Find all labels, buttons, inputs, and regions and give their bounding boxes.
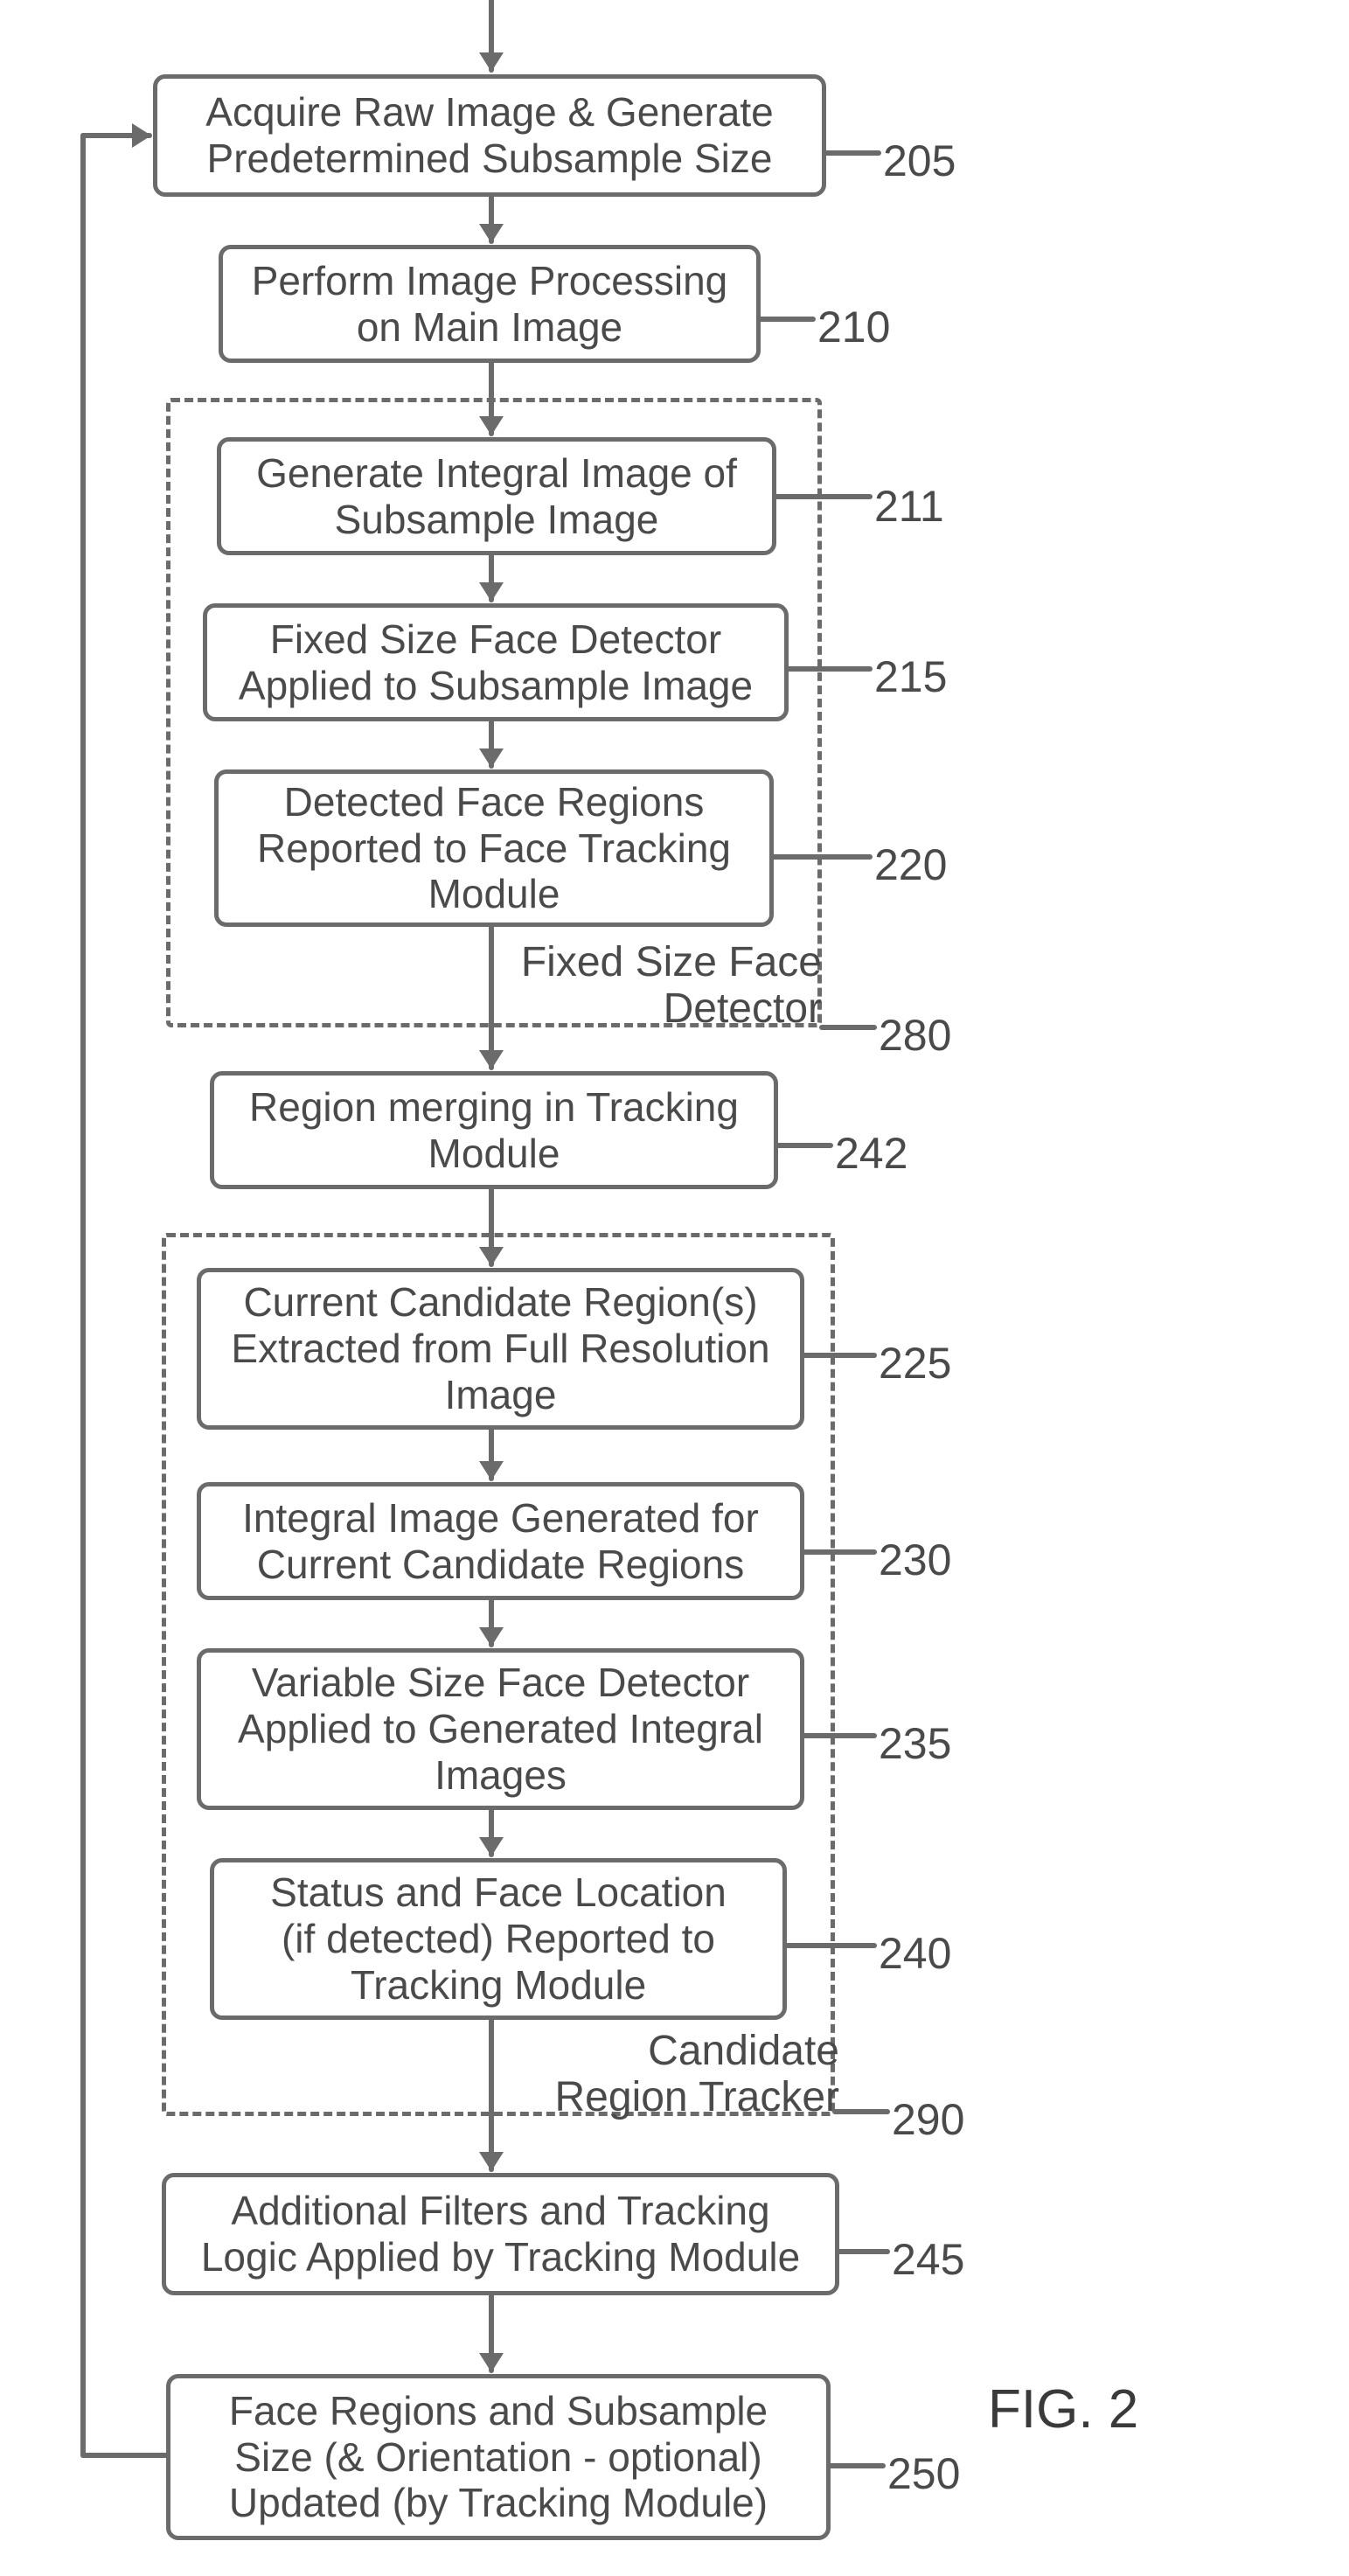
box-205-text: Acquire Raw Image & GeneratePredetermine… xyxy=(205,89,773,182)
ref-242: 242 xyxy=(835,1128,907,1179)
box-242-text: Region merging in TrackingModule xyxy=(249,1084,739,1177)
box-235: Variable Size Face DetectorApplied to Ge… xyxy=(197,1648,804,1810)
ref-290: 290 xyxy=(892,2094,964,2145)
ref-220: 220 xyxy=(874,839,947,890)
box-230: Integral Image Generated forCurrent Cand… xyxy=(197,1482,804,1600)
box-225-text: Current Candidate Region(s)Extracted fro… xyxy=(231,1279,769,1418)
ref-215: 215 xyxy=(874,651,947,702)
group-label-280: Fixed Size FaceDetector xyxy=(521,940,822,1033)
figure-label: FIG. 2 xyxy=(988,2378,1138,2440)
ref-210: 210 xyxy=(817,302,890,352)
box-211-text: Generate Integral Image ofSubsample Imag… xyxy=(256,450,737,543)
box-250: Face Regions and SubsampleSize (& Orient… xyxy=(166,2374,831,2540)
box-250-text: Face Regions and SubsampleSize (& Orient… xyxy=(229,2388,768,2527)
ref-235: 235 xyxy=(879,1718,951,1769)
ref-250: 250 xyxy=(887,2448,960,2499)
box-242: Region merging in TrackingModule xyxy=(210,1071,778,1189)
box-235-text: Variable Size Face DetectorApplied to Ge… xyxy=(238,1660,763,1799)
box-240: Status and Face Location(if detected) Re… xyxy=(210,1858,787,2020)
box-211: Generate Integral Image ofSubsample Imag… xyxy=(217,437,776,555)
box-210: Perform Image Processingon Main Image xyxy=(219,245,761,363)
ref-211: 211 xyxy=(874,481,944,532)
ref-280: 280 xyxy=(879,1010,951,1061)
box-215-text: Fixed Size Face DetectorApplied to Subsa… xyxy=(239,616,753,709)
box-225: Current Candidate Region(s)Extracted fro… xyxy=(197,1268,804,1430)
ref-230: 230 xyxy=(879,1535,951,1585)
box-205: Acquire Raw Image & GeneratePredetermine… xyxy=(153,74,826,197)
ref-245: 245 xyxy=(892,2234,964,2285)
box-230-text: Integral Image Generated forCurrent Cand… xyxy=(242,1495,759,1588)
box-240-text: Status and Face Location(if detected) Re… xyxy=(270,1869,727,2009)
box-210-text: Perform Image Processingon Main Image xyxy=(252,258,728,351)
ref-225: 225 xyxy=(879,1338,951,1389)
group-label-290: CandidateRegion Tracker xyxy=(555,2029,839,2121)
box-215: Fixed Size Face DetectorApplied to Subsa… xyxy=(203,603,789,721)
box-220-text: Detected Face RegionsReported to Face Tr… xyxy=(257,779,731,918)
ref-205: 205 xyxy=(883,136,956,186)
box-245: Additional Filters and TrackingLogic App… xyxy=(162,2173,839,2295)
box-245-text: Additional Filters and TrackingLogic App… xyxy=(201,2188,800,2280)
flowchart-canvas: Acquire Raw Image & GeneratePredetermine… xyxy=(0,0,1349,2576)
box-220: Detected Face RegionsReported to Face Tr… xyxy=(214,769,774,927)
ref-240: 240 xyxy=(879,1928,951,1979)
